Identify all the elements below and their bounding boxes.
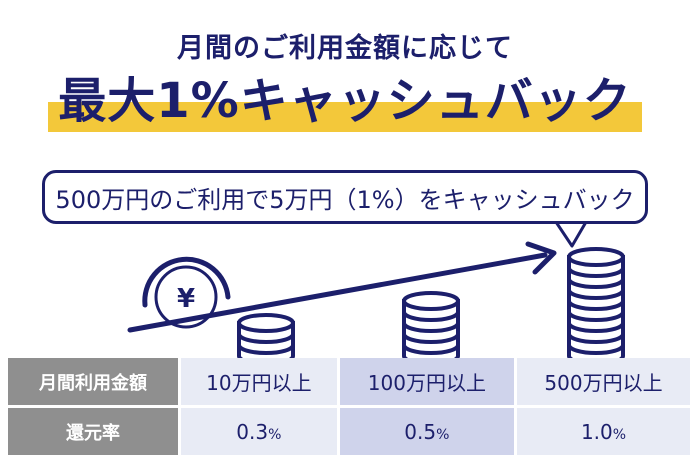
rate-value: 1.0 — [580, 419, 613, 444]
bubble-text: 500万円のご利用で5万円（1%）をキャッシュバック — [55, 185, 635, 214]
yen-symbol: ¥ — [177, 284, 195, 314]
rate-unit: % — [268, 426, 282, 443]
coin-top — [237, 313, 295, 333]
tier-3-rate: 1.0% — [517, 408, 690, 455]
headline-highlight — [48, 102, 642, 132]
tier-2-amount: 100万円以上 — [339, 358, 518, 408]
bubble-tail — [554, 220, 588, 248]
coin-top — [402, 291, 460, 311]
tier-2-rate: 0.5% — [339, 408, 518, 455]
rate-unit: % — [436, 426, 450, 443]
speech-bubble: 500万円のご利用で5万円（1%）をキャッシュバック — [42, 170, 648, 224]
rate-value: 0.3 — [236, 419, 269, 444]
subtitle: 月間のご利用金額に応じて — [177, 33, 513, 64]
row-header-amount: 月間利用金額 — [8, 358, 181, 408]
headline-block: 最大1%キャッシュバック — [48, 70, 642, 134]
table-row: 月間利用金額 10万円以上 100万円以上 500万円以上 — [8, 358, 690, 408]
table-row: 還元率 0.3% 0.5% 1.0% — [8, 408, 690, 455]
coin-stack-small-icon — [237, 313, 295, 366]
coin-stack-large-icon — [567, 247, 625, 366]
tier-3-amount: 500万円以上 — [517, 358, 690, 408]
row-header-rate: 還元率 — [8, 408, 181, 455]
cashback-table: 月間利用金額 10万円以上 100万円以上 500万円以上 還元率 0.3% 0… — [8, 358, 690, 455]
yen-coin-icon: ¥ — [142, 256, 231, 329]
tier-1-amount: 10万円以上 — [181, 358, 340, 408]
tier-1-rate: 0.3% — [181, 408, 340, 455]
rate-value: 0.5 — [404, 419, 437, 444]
growth-arrow-icon — [127, 241, 557, 333]
coin-stack-medium-icon — [402, 291, 460, 366]
headline: 最大1%キャッシュバック — [58, 73, 632, 129]
coin-top — [567, 247, 625, 267]
rate-unit: % — [612, 426, 627, 443]
